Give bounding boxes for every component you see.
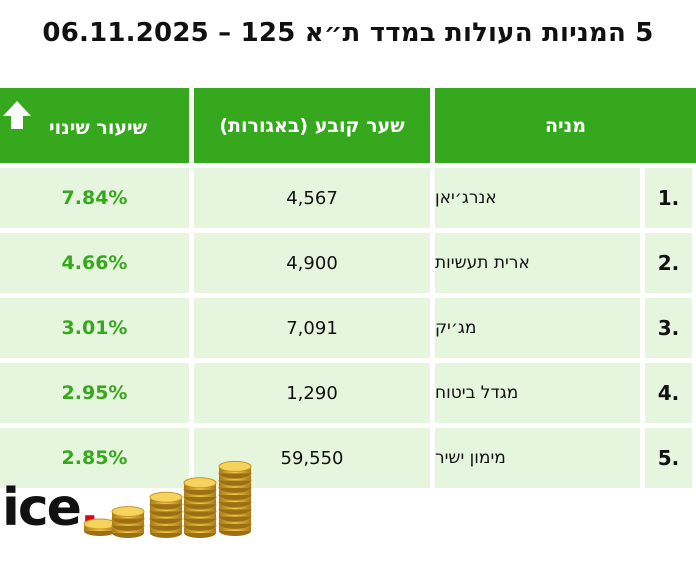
row-stock-name: ארית תעשיות bbox=[435, 233, 640, 293]
page-title: 5 המניות העולות במדד ת״א 125 – 06.11.202… bbox=[42, 18, 654, 48]
row-change-value: 2.85% bbox=[0, 428, 189, 488]
row-stock-name: מגדל ביטוח bbox=[435, 363, 640, 423]
row-rank: 5. bbox=[645, 428, 692, 488]
row-stock-name: מימון ישיר bbox=[435, 428, 640, 488]
header-stock: מניה bbox=[435, 88, 696, 163]
gold-coins-icon bbox=[83, 460, 252, 538]
header-change-label: שיעור שינוי bbox=[49, 117, 147, 139]
row-stock-name: מג׳יק bbox=[435, 298, 640, 358]
row-rank: 3. bbox=[645, 298, 692, 358]
logo-text: ice bbox=[2, 478, 82, 538]
row-price-value: 4,900 bbox=[194, 233, 430, 293]
row-rank: 1. bbox=[645, 168, 692, 228]
row-rank: 2. bbox=[645, 233, 692, 293]
header-price: שער קובע (באגורות) bbox=[194, 88, 430, 163]
up-arrow-icon bbox=[2, 100, 32, 130]
row-price-value: 4,567 bbox=[194, 168, 430, 228]
row-change-value: 7.84% bbox=[0, 168, 189, 228]
row-rank: 4. bbox=[645, 363, 692, 423]
row-price-value: 1,290 bbox=[194, 363, 430, 423]
row-change-value: 2.95% bbox=[0, 363, 189, 423]
row-stock-name: אנרג׳יאן bbox=[435, 168, 640, 228]
row-price-value: 59,550 bbox=[194, 428, 430, 488]
header-price-label: שער קובע (באגורות) bbox=[219, 114, 405, 137]
header-stock-label: מניה bbox=[544, 114, 586, 137]
row-change-value: 3.01% bbox=[0, 298, 189, 358]
header-change: שיעור שינוי bbox=[0, 88, 189, 163]
row-change-value: 4.66% bbox=[0, 233, 189, 293]
row-price-value: 7,091 bbox=[194, 298, 430, 358]
